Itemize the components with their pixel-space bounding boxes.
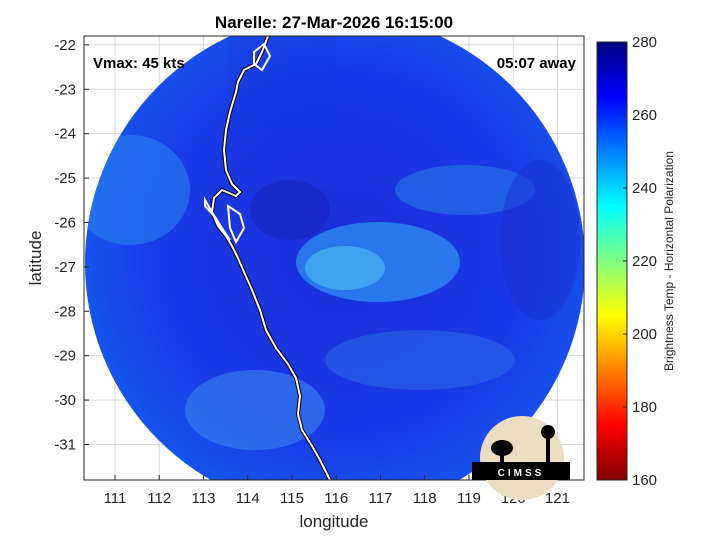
y-tick-label: -24 xyxy=(54,126,76,143)
x-tick-label: 121 xyxy=(545,490,570,507)
colorbar-tick-label: 280 xyxy=(632,34,657,51)
y-axis: -22 -23 -24 -25 -26 -27 -28 -29 -30 -31 xyxy=(54,37,89,453)
satellite-dish-icon xyxy=(491,440,513,456)
water-tower-leg-icon xyxy=(546,438,550,462)
colorbar xyxy=(596,41,628,481)
y-tick-label: -31 xyxy=(54,436,76,453)
colorbar-tick-label: 220 xyxy=(632,253,657,270)
x-tick-label: 115 xyxy=(280,490,304,507)
logo-text: CIMSS xyxy=(498,468,545,479)
axes-box xyxy=(83,35,585,481)
y-tick-label: -27 xyxy=(54,259,76,276)
y-tick-label: -28 xyxy=(54,303,76,320)
northwest-cape xyxy=(253,42,272,72)
x-tick-label: 112 xyxy=(147,490,171,507)
scan-strip xyxy=(228,36,336,132)
cimss-logo: CIMSS xyxy=(472,416,570,500)
x-tick-label: 116 xyxy=(324,490,348,507)
east-dark xyxy=(500,160,580,320)
water-tower-icon xyxy=(541,425,555,439)
x-tick-label: 117 xyxy=(368,490,392,507)
x-tick-label: 119 xyxy=(457,490,481,507)
x-tick-label: 118 xyxy=(413,490,437,507)
y-tick-label: -29 xyxy=(54,348,76,365)
y-tick-label: -23 xyxy=(54,81,76,98)
colorbar-tick-label: 160 xyxy=(632,472,657,489)
colorbar-tick-label: 200 xyxy=(632,326,657,343)
y-tick-label: -22 xyxy=(54,37,76,54)
colorbar-ticks: 160 180 200 220 240 260 280 xyxy=(623,34,657,489)
colorbar-label: Brightness Temp - Horizontal Polarizatio… xyxy=(662,151,676,371)
dish-mount-icon xyxy=(500,454,504,462)
x-axis: 111112113114115116117118119120121 xyxy=(104,475,570,507)
x-tick-label: 113 xyxy=(192,490,216,507)
distance-annotation: 05:07 away xyxy=(497,55,577,72)
colorbar-tick-label: 180 xyxy=(632,399,657,416)
warm-core xyxy=(305,246,385,290)
x-tick-label: 111 xyxy=(104,490,127,507)
x-axis-label: longitude xyxy=(299,512,368,531)
vmax-annotation: Vmax: 45 kts xyxy=(93,55,185,72)
x-tick-label: 114 xyxy=(236,490,260,507)
colorbar-tick-label: 240 xyxy=(632,180,657,197)
shark-bay-peninsula xyxy=(204,196,231,241)
colorbar-tick-label: 260 xyxy=(632,107,657,124)
cold-pocket xyxy=(250,180,330,240)
southern-arc xyxy=(325,330,515,390)
swath-layer xyxy=(85,36,584,480)
shark-bay-inlet xyxy=(226,204,246,245)
y-tick-label: -30 xyxy=(54,392,76,409)
y-axis-label: latitude xyxy=(26,231,45,286)
northern-arc xyxy=(395,165,535,215)
coastline xyxy=(210,36,331,480)
y-tick-label: -26 xyxy=(54,214,76,231)
chart-title: Narelle: 27-Mar-2026 16:15:00 xyxy=(215,13,453,32)
logo-band xyxy=(472,462,570,480)
southwest-patch xyxy=(185,370,325,450)
y-tick-label: -25 xyxy=(54,170,76,187)
